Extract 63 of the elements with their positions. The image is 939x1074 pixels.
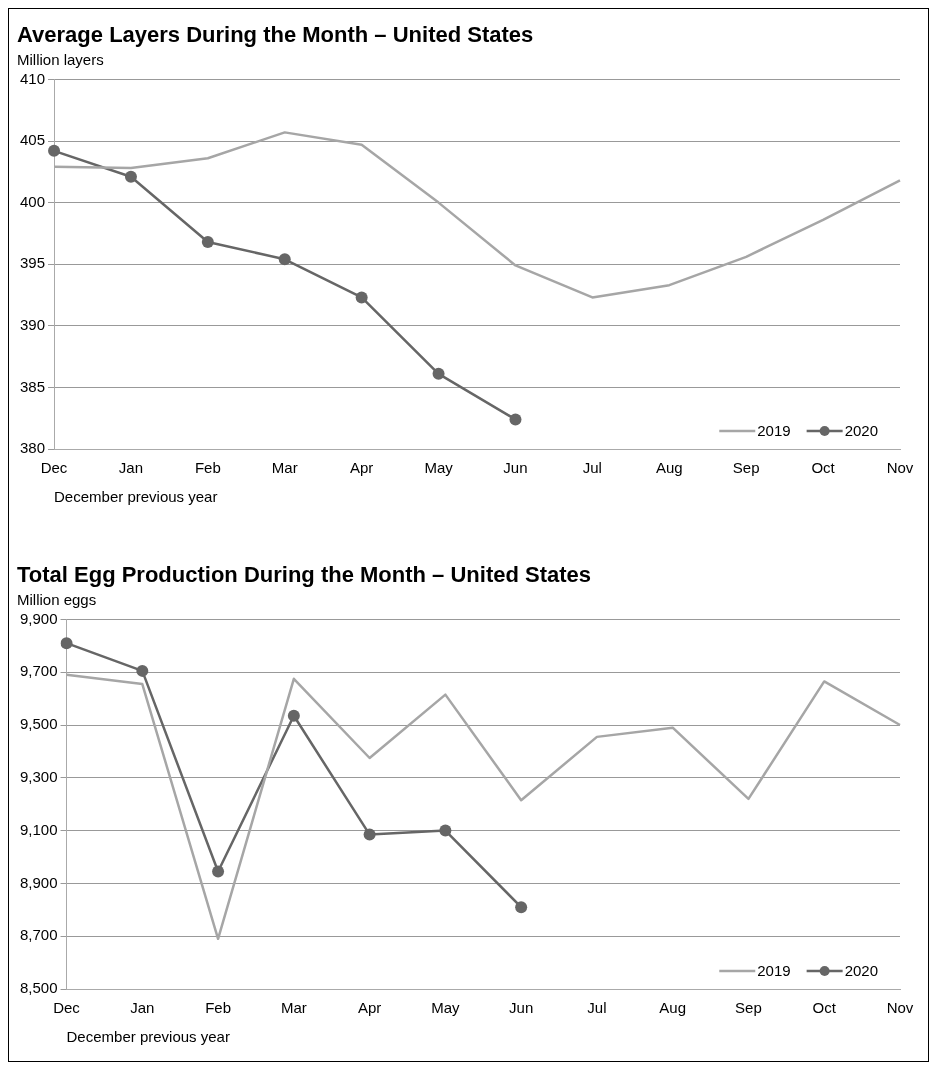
y-tick-label: 9,500 bbox=[19, 715, 58, 733]
y-axis-title: Million layers bbox=[17, 50, 104, 68]
y-tick-label: 405 bbox=[20, 131, 46, 149]
x-tick-label: May bbox=[431, 999, 461, 1017]
y-tick-label: 8,500 bbox=[19, 979, 58, 997]
point bbox=[509, 413, 522, 426]
y-tick-label: 410 bbox=[20, 69, 46, 87]
x-tick-label: Dec bbox=[40, 459, 68, 477]
legend-label: 2020 bbox=[844, 962, 879, 980]
x-tick-label: Sep bbox=[732, 459, 760, 477]
x-tick-label: Feb bbox=[205, 999, 232, 1017]
x-tick-label: Mar bbox=[280, 999, 307, 1017]
y-axis-title: Million eggs bbox=[17, 590, 97, 608]
chart-title: Average Layers During the Month – United States bbox=[17, 22, 534, 48]
y-tick-label: 380 bbox=[20, 439, 46, 457]
y-tick-label: 9,700 bbox=[19, 662, 58, 680]
point bbox=[287, 709, 300, 722]
x-tick-label: May bbox=[424, 459, 454, 477]
y-tick-label: 395 bbox=[20, 254, 46, 272]
x-axis-title: December previous year bbox=[54, 488, 218, 506]
legend-label: 2020 bbox=[844, 422, 879, 440]
point bbox=[48, 144, 61, 157]
x-tick-label: Oct bbox=[812, 999, 837, 1017]
y-tick-label: 390 bbox=[20, 315, 46, 333]
x-tick-label: Jul bbox=[582, 459, 602, 477]
chart-title: Total Egg Production During the Month – United States bbox=[17, 562, 592, 588]
point bbox=[60, 637, 73, 650]
x-tick-label: Jan bbox=[130, 999, 155, 1017]
y-tick-label: 400 bbox=[20, 192, 46, 210]
point bbox=[515, 901, 528, 914]
x-tick-label: Aug bbox=[659, 999, 687, 1017]
x-tick-label: Apr bbox=[349, 459, 374, 477]
x-tick-label: Sep bbox=[735, 999, 762, 1017]
x-tick-label: Jan bbox=[118, 459, 144, 477]
x-tick-label: Oct bbox=[811, 459, 836, 477]
y-tick-label: 9,300 bbox=[19, 767, 58, 785]
x-tick-label: Jul bbox=[587, 999, 607, 1017]
x-tick-label: Apr bbox=[357, 999, 382, 1017]
point bbox=[439, 824, 452, 837]
x-tick-label: Mar bbox=[271, 459, 298, 477]
x-tick-label: Aug bbox=[655, 459, 683, 477]
point bbox=[278, 253, 291, 266]
point bbox=[432, 367, 445, 380]
point bbox=[124, 170, 137, 183]
y-tick-label: 9,100 bbox=[19, 820, 58, 838]
point bbox=[212, 865, 225, 878]
x-axis-title: December previous year bbox=[66, 1028, 230, 1046]
legend-label: 2019 bbox=[757, 422, 791, 440]
x-tick-label: Jun bbox=[509, 999, 534, 1017]
point bbox=[355, 291, 368, 304]
point bbox=[201, 236, 214, 249]
point bbox=[136, 664, 149, 677]
x-tick-label: Feb bbox=[194, 459, 221, 477]
x-tick-label: Jun bbox=[503, 459, 528, 477]
x-tick-label: Nov bbox=[886, 999, 914, 1017]
y-tick-label: 385 bbox=[20, 377, 46, 395]
y-tick-label: 8,900 bbox=[19, 873, 58, 891]
x-tick-label: Dec bbox=[53, 999, 81, 1017]
y-tick-label: 9,900 bbox=[19, 609, 58, 627]
point bbox=[363, 828, 376, 841]
y-tick-label: 8,700 bbox=[19, 926, 58, 944]
x-tick-label: Nov bbox=[886, 459, 914, 477]
legend-label: 2019 bbox=[757, 962, 791, 980]
